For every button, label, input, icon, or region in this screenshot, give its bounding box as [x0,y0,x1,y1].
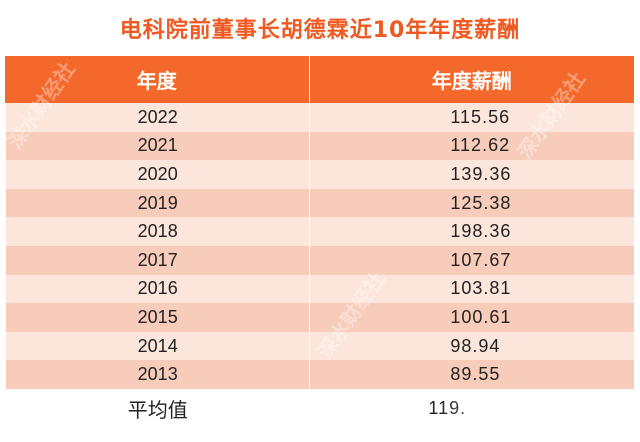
year-cell: 2020 [5,160,309,189]
pay-cell: 98.94 [309,331,634,361]
table-row: 2021 112.62 [5,131,634,161]
pay-cell: 100.61 [309,303,634,332]
pay-cell: 112.62 [309,131,634,161]
salary-table: 年度 年度薪酬 2022 115.56 2021 112.62 2020 139… [5,56,634,429]
bottom-fade [440,400,640,442]
table-row: 2020 139.36 [5,160,634,189]
year-cell: 2015 [5,303,309,332]
header-pay: 年度薪酬 [308,56,634,103]
header-year: 年度 [136,69,177,93]
table-row: 2013 89.55 [5,360,634,389]
table-row: 2017 107.67 [5,245,634,275]
table-row: 2014 98.94 [5,331,634,361]
pay-cell: 107.67 [309,245,634,275]
table-row: 2022 115.56 [5,103,634,132]
average-label: 平均值 [5,388,309,429]
table-header: 年度 年度薪酬 [5,56,634,103]
year-cell: 2019 [5,188,309,218]
pay-cell: 125.38 [309,188,634,218]
pay-cell: 103.81 [309,274,634,304]
table-title: 电科院前董事长胡德霖近10年年度薪酬 [0,0,640,56]
pay-cell: 115.56 [309,103,634,132]
pay-cell: 139.36 [309,160,634,189]
table-row: 2016 103.81 [5,274,634,304]
year-cell: 2014 [5,331,309,361]
table-row: 2018 198.36 [5,217,634,246]
table-row: 2015 100.61 [5,303,634,332]
year-cell: 2021 [5,131,309,161]
year-cell: 2016 [5,274,309,304]
pay-cell: 198.36 [309,217,634,246]
year-cell: 2022 [5,103,309,132]
year-cell: 2013 [5,360,309,389]
table-row: 2019 125.38 [5,188,634,218]
year-cell: 2018 [5,217,309,246]
pay-cell: 89.55 [309,360,634,389]
year-cell: 2017 [5,245,309,275]
